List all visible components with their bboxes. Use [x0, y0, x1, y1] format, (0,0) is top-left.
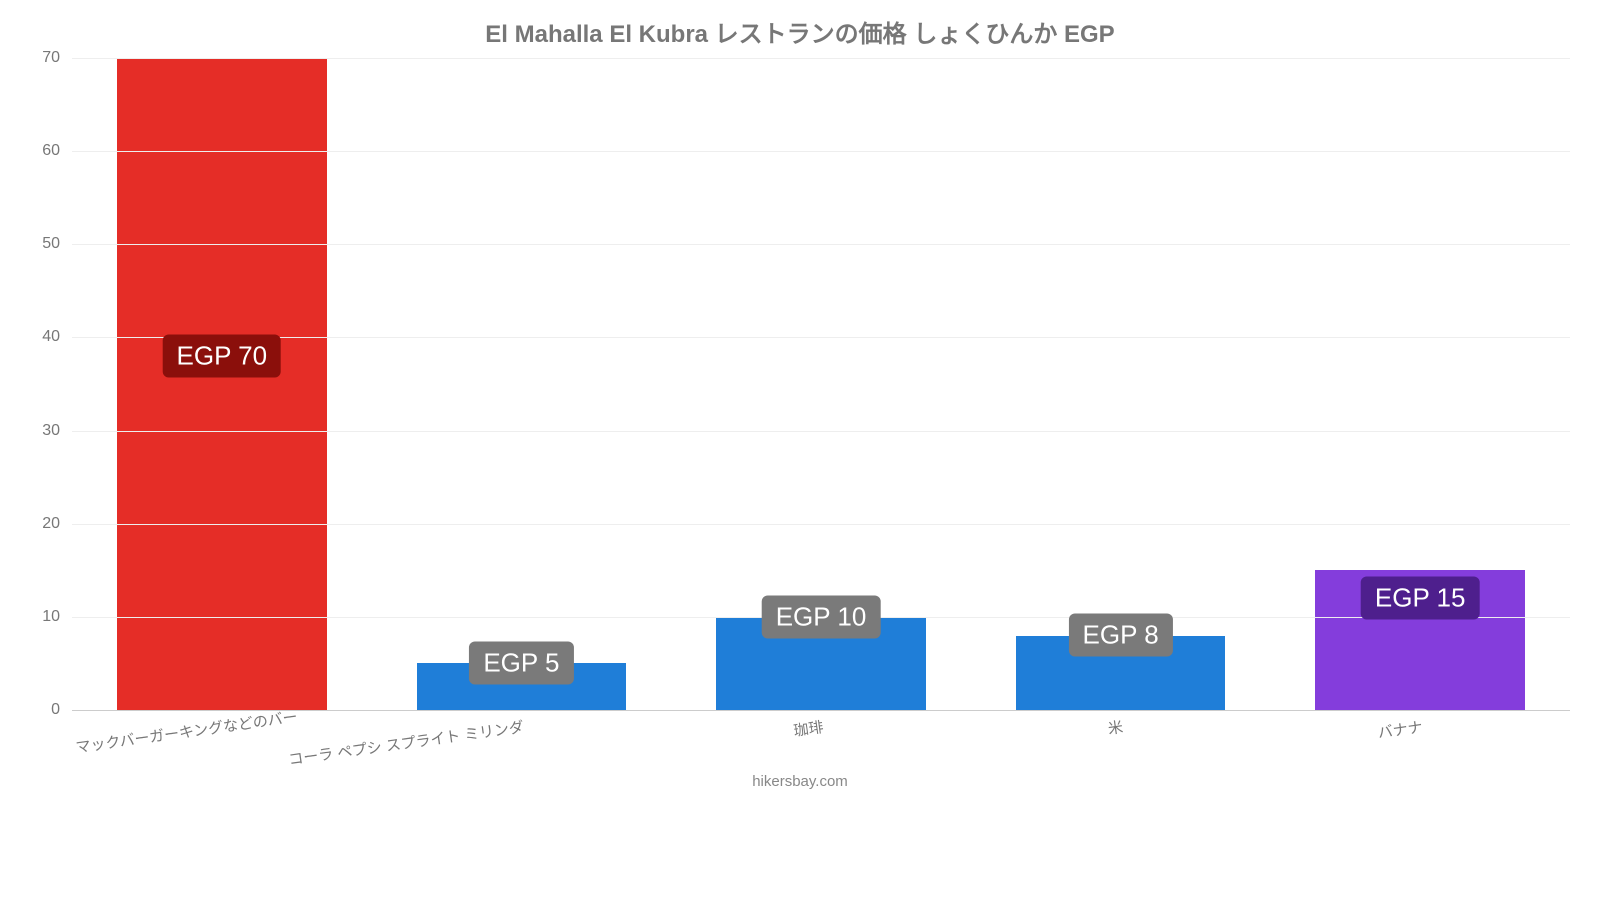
bar-value-label: EGP 15 — [1361, 577, 1480, 620]
price-bar-chart: El Mahalla El Kubra レストランの価格 しょくひんか EGP … — [0, 0, 1600, 800]
chart-title: El Mahalla El Kubra レストランの価格 しょくひんか EGP — [0, 14, 1600, 49]
gridline — [72, 524, 1570, 525]
bar-value-label: EGP 70 — [163, 335, 282, 378]
bar — [117, 58, 327, 710]
y-tick-label: 20 — [42, 515, 72, 533]
attribution-text: hikersbay.com — [0, 773, 1600, 790]
gridline — [72, 431, 1570, 432]
gridline — [72, 337, 1570, 338]
bar-value-label: EGP 5 — [469, 642, 573, 685]
gridline — [72, 244, 1570, 245]
gridline — [72, 151, 1570, 152]
y-tick-label: 70 — [42, 49, 72, 67]
bar-value-label: EGP 10 — [762, 595, 881, 638]
gridline — [72, 58, 1570, 59]
y-tick-label: 60 — [42, 142, 72, 160]
plot-area: 010203040506070マックバーガーキングなどのバーEGP 70コーラ … — [72, 58, 1570, 710]
bar-value-label: EGP 8 — [1069, 614, 1173, 657]
x-tick-label: マックバーガーキングなどのバー — [73, 710, 225, 758]
y-tick-label: 10 — [42, 608, 72, 626]
y-tick-label: 30 — [42, 422, 72, 440]
y-tick-label: 0 — [51, 701, 72, 719]
y-tick-label: 40 — [42, 328, 72, 346]
y-tick-label: 50 — [42, 235, 72, 253]
